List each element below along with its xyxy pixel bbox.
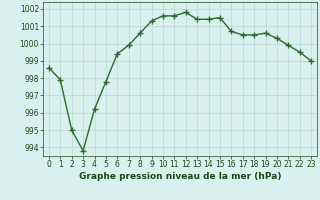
X-axis label: Graphe pression niveau de la mer (hPa): Graphe pression niveau de la mer (hPa): [79, 172, 281, 181]
